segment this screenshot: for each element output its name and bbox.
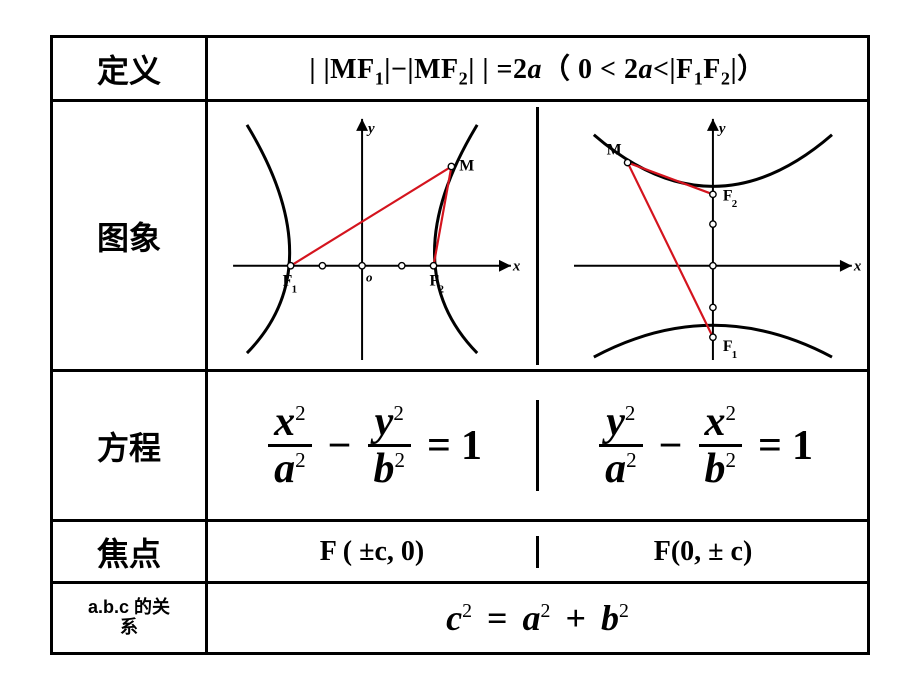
def-sub: 2 — [459, 69, 469, 89]
svg-text:2: 2 — [438, 283, 443, 295]
hyperbola-vertical-svg: yxMF2F1 — [543, 107, 863, 365]
graph-vertical: yxMF2F1 — [539, 107, 867, 365]
hyperbola-horizontal-svg: yxoMF1F2 — [212, 107, 532, 365]
eq-var: a — [274, 446, 295, 492]
def-part: F — [703, 54, 721, 85]
row-graph: 图象 yxoMF1F2 yxMF2F1 — [53, 102, 867, 372]
def-var: a — [528, 54, 543, 85]
eq-var: y — [606, 399, 625, 445]
definition-formula: | |MF1|−|MF2| | =2a（ 0 < 2a<|F1F2|） — [208, 38, 867, 99]
svg-text:x: x — [512, 258, 521, 274]
svg-text:x: x — [853, 258, 862, 274]
svg-text:y: y — [366, 120, 375, 136]
rel-a: a — [523, 598, 541, 638]
eq-rhs: 1 — [461, 422, 482, 470]
row-equation: 方程 x2 a2 − y2 b2 = 1 — [53, 372, 867, 522]
def-part: |−|MF — [384, 54, 458, 85]
label-equation: 方程 — [53, 372, 208, 519]
eq-var: b — [705, 446, 726, 492]
def-sub: 1 — [375, 69, 385, 89]
graph-cell: yxoMF1F2 yxMF2F1 — [208, 102, 867, 369]
eq-var: x — [274, 399, 295, 445]
svg-text:1: 1 — [292, 283, 297, 295]
rel-c: c — [446, 598, 462, 638]
def-part: |） — [731, 54, 766, 85]
row-focus: 焦点 F ( ±c, 0) F(0, ± c) — [53, 522, 867, 584]
def-sub: 2 — [721, 69, 731, 89]
def-sub: 1 — [694, 69, 704, 89]
focus-vertical: F(0, ± c) — [539, 536, 867, 568]
focus-cell: F ( ±c, 0) F(0, ± c) — [208, 522, 867, 581]
row-relation: a.b.c 的关 系 c2 = a2 + b2 — [53, 584, 867, 652]
eq-var: b — [374, 446, 395, 492]
equation-vertical: y2 a2 − x2 b2 = 1 — [539, 400, 867, 491]
equation-horizontal: x2 a2 − y2 b2 = 1 — [208, 400, 539, 491]
svg-text:2: 2 — [732, 198, 737, 210]
eq-var: y — [375, 399, 394, 445]
def-var: a — [638, 54, 653, 85]
label-graph: 图象 — [53, 102, 208, 369]
rel-plus: + — [565, 598, 586, 638]
hyperbola-summary-table: 定义 | |MF1|−|MF2| | =2a（ 0 < 2a<|F1F2|） 图… — [50, 35, 870, 655]
def-part: <|F — [653, 54, 694, 85]
eq-var: x — [705, 399, 726, 445]
def-part: （ 0 < 2 — [542, 54, 638, 85]
svg-text:o: o — [366, 270, 372, 284]
relation-cell: c2 = a2 + b2 — [208, 584, 867, 652]
def-part: | | =2 — [468, 54, 527, 85]
eq-rhs: 1 — [792, 422, 813, 470]
svg-text:M: M — [607, 141, 622, 158]
focus-text: F(0, ± c) — [654, 536, 753, 568]
eq-var: a — [605, 446, 626, 492]
rel-b: b — [601, 598, 619, 638]
graph-horizontal: yxoMF1F2 — [208, 107, 539, 365]
equation-cell: x2 a2 − y2 b2 = 1 y2 — [208, 372, 867, 519]
focus-horizontal: F ( ±c, 0) — [208, 536, 539, 568]
label-definition: 定义 — [53, 38, 208, 99]
svg-text:1: 1 — [732, 349, 737, 361]
row-definition: 定义 | |MF1|−|MF2| | =2a（ 0 < 2a<|F1F2|） — [53, 38, 867, 102]
label-relation: a.b.c 的关 系 — [53, 584, 208, 652]
def-part: | |MF — [309, 54, 374, 85]
rel-eq-sign: = — [487, 598, 508, 638]
label-focus: 焦点 — [53, 522, 208, 581]
focus-text: F ( ±c, 0) — [320, 536, 425, 568]
svg-text:M: M — [459, 157, 474, 174]
svg-text:y: y — [717, 120, 726, 136]
relation-label-text: a.b.c 的关 系 — [88, 598, 170, 638]
